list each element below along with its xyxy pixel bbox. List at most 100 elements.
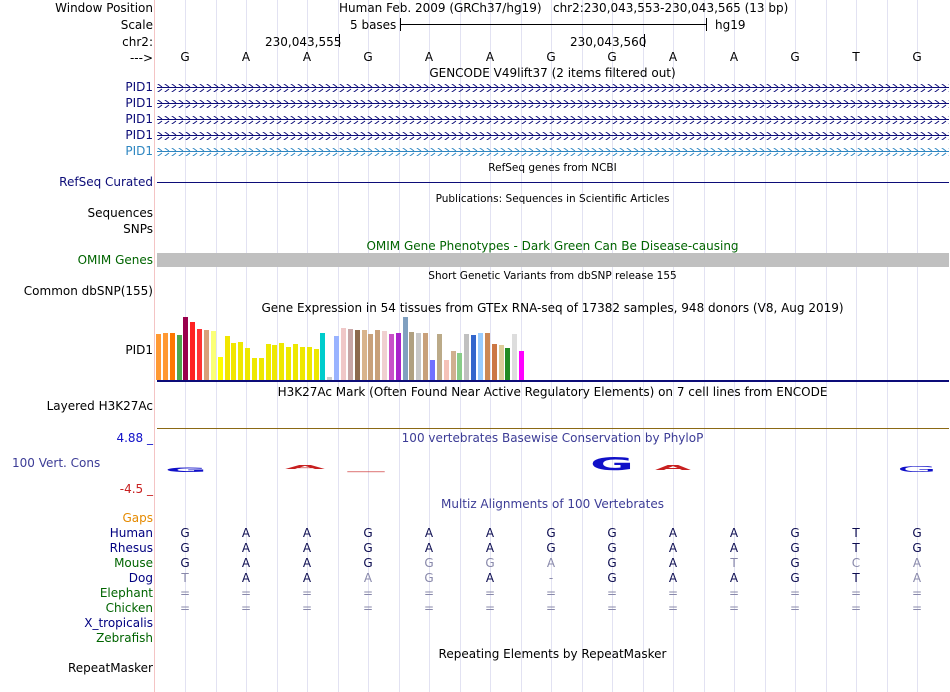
multiz-species-label[interactable]: Zebrafish bbox=[96, 631, 153, 645]
gtex-bar[interactable] bbox=[217, 357, 223, 380]
gtex-bar[interactable] bbox=[443, 360, 449, 380]
gtex-bar[interactable] bbox=[402, 317, 408, 380]
multiz-gaps-label[interactable]: Gaps bbox=[122, 511, 153, 525]
omim-title[interactable]: OMIM Gene Phenotypes - Dark Green Can Be… bbox=[366, 239, 739, 253]
gtex-bar[interactable] bbox=[306, 347, 312, 380]
omim-feature-bar[interactable] bbox=[157, 253, 949, 267]
gtex-bar[interactable] bbox=[286, 347, 292, 380]
gtex-bar[interactable] bbox=[203, 330, 209, 380]
gtex-bar[interactable] bbox=[327, 377, 333, 380]
gtex-expression-bars[interactable] bbox=[155, 316, 555, 380]
multiz-base: A bbox=[363, 571, 373, 585]
assembly-name: Human Feb. 2009 (GRCh37/hg19) bbox=[339, 1, 542, 15]
gencode-title[interactable]: GENCODE V49lift37 (2 items filtered out) bbox=[429, 66, 676, 80]
gencode-gene-features[interactable] bbox=[157, 80, 949, 160]
gtex-bar[interactable] bbox=[293, 344, 298, 380]
multiz-species-label[interactable]: Rhesus bbox=[109, 541, 153, 555]
multiz-base: = bbox=[789, 586, 801, 600]
gtex-bar[interactable] bbox=[471, 335, 477, 380]
gencode-gene-label-5[interactable]: PID1 bbox=[125, 144, 153, 158]
dbsnp-title[interactable]: Short Genetic Variants from dbSNP releas… bbox=[428, 270, 677, 282]
gtex-bar[interactable] bbox=[505, 348, 511, 380]
phylop-title[interactable]: 100 vertebrates Basewise Conservation by… bbox=[401, 431, 704, 445]
gtex-bar[interactable] bbox=[491, 344, 497, 380]
publications-snps-label[interactable]: SNPs bbox=[123, 222, 153, 236]
gtex-bar[interactable] bbox=[320, 333, 326, 380]
gene-feature-5 bbox=[157, 148, 949, 156]
gtex-bar[interactable] bbox=[430, 360, 435, 380]
gtex-bar[interactable] bbox=[238, 342, 244, 380]
gtex-bar[interactable] bbox=[409, 332, 415, 380]
gtex-bar[interactable] bbox=[464, 334, 470, 380]
gtex-bar[interactable] bbox=[162, 333, 168, 380]
gtex-bar[interactable] bbox=[512, 334, 518, 380]
gtex-bar[interactable] bbox=[210, 331, 216, 380]
publications-sequences-label[interactable]: Sequences bbox=[87, 206, 153, 220]
gtex-bar[interactable] bbox=[498, 345, 504, 380]
multiz-species-label[interactable]: X_tropicalis bbox=[84, 616, 153, 630]
phylop-logo[interactable]: G A _ G A G bbox=[157, 452, 949, 478]
gtex-bar[interactable] bbox=[156, 334, 161, 380]
gtex-bar[interactable] bbox=[436, 334, 442, 380]
gtex-bar[interactable] bbox=[340, 328, 346, 380]
gtex-bar[interactable] bbox=[375, 330, 381, 380]
scale-bar-right bbox=[706, 18, 707, 31]
gtex-bar[interactable] bbox=[334, 336, 340, 380]
gencode-gene-label-2[interactable]: PID1 bbox=[125, 96, 153, 110]
gtex-title[interactable]: Gene Expression in 54 tissues from GTEx … bbox=[261, 301, 844, 315]
gtex-bar[interactable] bbox=[477, 333, 483, 380]
gtex-bar[interactable] bbox=[231, 343, 237, 380]
gtex-bar[interactable] bbox=[457, 353, 463, 380]
gtex-bar[interactable] bbox=[176, 335, 182, 380]
gtex-bar[interactable] bbox=[279, 343, 285, 380]
gtex-bar[interactable] bbox=[272, 345, 278, 380]
gtex-bar[interactable] bbox=[368, 334, 374, 380]
gtex-bar[interactable] bbox=[382, 331, 388, 380]
gtex-bar[interactable] bbox=[361, 330, 367, 380]
dbsnp-label[interactable]: Common dbSNP(155) bbox=[23, 284, 153, 298]
omim-label[interactable]: OMIM Genes bbox=[77, 253, 153, 267]
multiz-species-label[interactable]: Elephant bbox=[99, 586, 153, 600]
gtex-bar[interactable] bbox=[388, 334, 394, 380]
multiz-species-label[interactable]: Human bbox=[109, 526, 153, 540]
gtex-bar[interactable] bbox=[265, 344, 271, 380]
gtex-bar[interactable] bbox=[423, 333, 429, 380]
phylop-label[interactable]: 100 Vert. Cons bbox=[12, 456, 101, 470]
gencode-gene-label-4[interactable]: PID1 bbox=[125, 128, 153, 142]
refseq-title[interactable]: RefSeq genes from NCBI bbox=[488, 162, 617, 174]
gtex-bar[interactable] bbox=[190, 322, 196, 380]
refseq-gene-line[interactable] bbox=[157, 182, 949, 183]
repeatmasker-label[interactable]: RepeatMasker bbox=[67, 661, 153, 675]
gtex-bar[interactable] bbox=[347, 329, 353, 380]
gtex-bar[interactable] bbox=[258, 358, 264, 380]
multiz-title[interactable]: Multiz Alignments of 100 Vertebrates bbox=[440, 497, 665, 511]
gtex-bar[interactable] bbox=[245, 348, 251, 380]
gtex-bar[interactable] bbox=[519, 351, 525, 380]
gtex-bar[interactable] bbox=[416, 333, 422, 380]
gtex-bar[interactable] bbox=[299, 347, 305, 380]
label-separator bbox=[154, 0, 155, 692]
gencode-gene-label-3[interactable]: PID1 bbox=[125, 112, 153, 126]
gtex-label[interactable]: PID1 bbox=[125, 343, 153, 357]
multiz-species-label[interactable]: Chicken bbox=[105, 601, 153, 615]
gtex-bar[interactable] bbox=[251, 358, 257, 380]
h3k27ac-label[interactable]: Layered H3K27Ac bbox=[46, 399, 153, 413]
gtex-bar[interactable] bbox=[169, 333, 175, 380]
gtex-bar[interactable] bbox=[395, 333, 401, 380]
multiz-species-label[interactable]: Mouse bbox=[114, 556, 153, 570]
publications-title[interactable]: Publications: Sequences in Scientific Ar… bbox=[435, 193, 670, 205]
gtex-bar[interactable] bbox=[354, 330, 360, 380]
gtex-bar[interactable] bbox=[197, 329, 203, 380]
gtex-bar[interactable] bbox=[484, 333, 490, 380]
repeatmasker-title[interactable]: Repeating Elements by RepeatMasker bbox=[438, 647, 667, 661]
refseq-label[interactable]: RefSeq Curated bbox=[59, 175, 153, 189]
gtex-bar[interactable] bbox=[224, 336, 230, 380]
window-position[interactable]: chr2:230,043,553-230,043,565 (13 bp) bbox=[552, 1, 789, 15]
gencode-gene-label-1[interactable]: PID1 bbox=[125, 80, 153, 94]
multiz-base: A bbox=[302, 541, 312, 555]
h3k27ac-title[interactable]: H3K27Ac Mark (Often Found Near Active Re… bbox=[277, 385, 828, 399]
multiz-species-label[interactable]: Dog bbox=[128, 571, 153, 585]
gtex-bar[interactable] bbox=[183, 317, 189, 380]
gtex-bar[interactable] bbox=[450, 351, 456, 380]
gtex-bar[interactable] bbox=[313, 349, 319, 380]
